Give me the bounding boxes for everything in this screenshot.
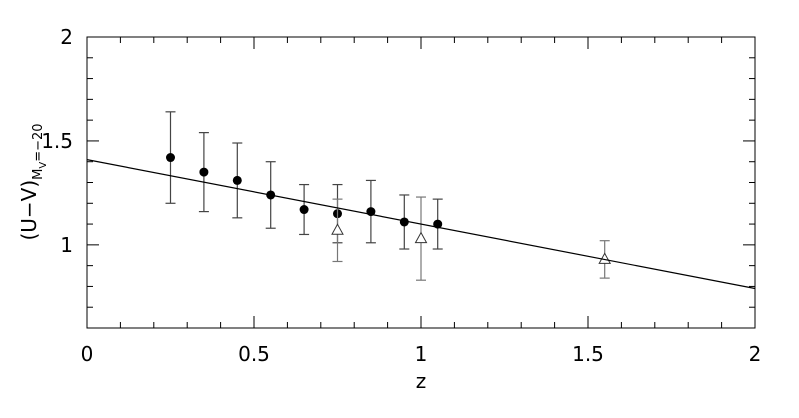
data-point [199, 167, 209, 177]
data-point [299, 205, 309, 215]
data-point [232, 175, 242, 185]
fit-line [86, 159, 756, 290]
plot-frame [86, 36, 756, 329]
data-point [399, 217, 409, 227]
x-tick-label: 0 [81, 342, 94, 366]
y-label-subtail: =−20 [31, 123, 46, 161]
x-tick-label: 1 [415, 342, 428, 366]
data-point [166, 153, 175, 163]
data-point [331, 223, 344, 235]
y-tick-label: 1.5 [41, 129, 73, 153]
data-point [414, 231, 428, 244]
x-axis-label: z [416, 369, 427, 393]
x-tick-label: 0.5 [238, 342, 270, 366]
y-label-main: (U−V) [17, 180, 41, 241]
x-tick-label: 1.5 [572, 342, 604, 366]
y-tick-label: 1 [60, 233, 73, 257]
y-label-subsub: V [38, 162, 49, 169]
y-axis-label: (U−V)MV=−20 [17, 123, 49, 240]
y-label-sub: M [31, 169, 46, 180]
x-tick-label: 2 [749, 342, 762, 366]
y-tick-label: 2 [60, 25, 73, 49]
